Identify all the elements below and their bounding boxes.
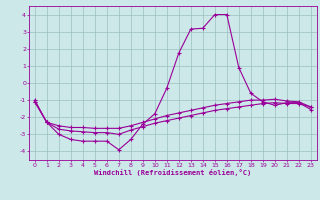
X-axis label: Windchill (Refroidissement éolien,°C): Windchill (Refroidissement éolien,°C) <box>94 169 252 176</box>
